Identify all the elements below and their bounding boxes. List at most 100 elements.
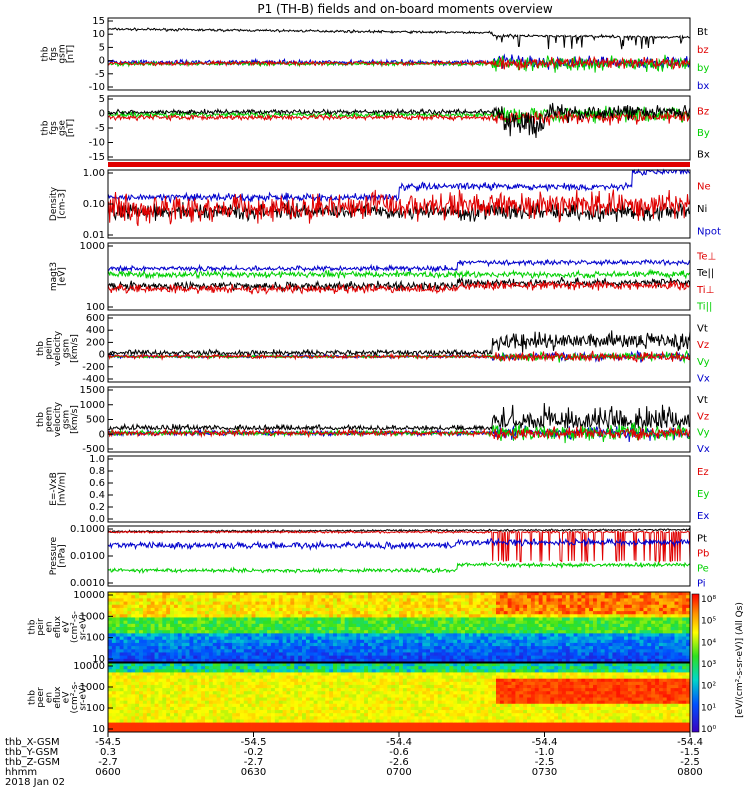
- heatmap-cell: [430, 633, 434, 637]
- heatmap-cell: [356, 649, 360, 653]
- heatmap-cell: [325, 614, 329, 618]
- heatmap-cell: [612, 652, 616, 656]
- heatmap-cell: [325, 723, 329, 727]
- heatmap-cell: [554, 592, 558, 596]
- heatmap-cell: [674, 652, 678, 656]
- heatmap-cell: [286, 685, 290, 689]
- heatmap-cell: [360, 707, 364, 711]
- heatmap-cell: [352, 682, 356, 686]
- heatmap-cell: [593, 627, 597, 631]
- heatmap-cell: [209, 643, 213, 647]
- heatmap-cell: [585, 611, 589, 615]
- heatmap-cell: [189, 630, 193, 634]
- heatmap-cell: [151, 719, 155, 723]
- heatmap-cell: [155, 630, 159, 634]
- heatmap-cell: [271, 669, 275, 673]
- heatmap-cell: [178, 652, 182, 656]
- heatmap-cell: [674, 643, 678, 647]
- heatmap-cell: [515, 656, 519, 660]
- heatmap-cell: [224, 643, 228, 647]
- heatmap-cell: [496, 617, 500, 621]
- heatmap-cell: [449, 614, 453, 618]
- heatmap-cell: [232, 643, 236, 647]
- heatmap-cell: [193, 716, 197, 720]
- heatmap-cell: [314, 719, 318, 723]
- heatmap-cell: [341, 627, 345, 631]
- heatmap-cell: [151, 663, 155, 667]
- heatmap-cell: [504, 617, 508, 621]
- heatmap-cell: [407, 652, 411, 656]
- heatmap-cell: [601, 614, 605, 618]
- heatmap-cell: [158, 646, 162, 650]
- heatmap-cell: [155, 663, 159, 667]
- heatmap-cell: [446, 627, 450, 631]
- heatmap-cell: [504, 640, 508, 644]
- heatmap-cell: [252, 723, 256, 727]
- heatmap-cell: [329, 669, 333, 673]
- heatmap-cell: [581, 624, 585, 628]
- heatmap-cell: [667, 649, 671, 653]
- heatmap-cell: [515, 643, 519, 647]
- heatmap-cell: [197, 640, 201, 644]
- heatmap-cell: [667, 637, 671, 641]
- heatmap-cell: [352, 726, 356, 730]
- heatmap-cell: [271, 608, 275, 612]
- heatmap-cell: [127, 608, 131, 612]
- heatmap-cell: [120, 679, 124, 683]
- heatmap-cell: [240, 682, 244, 686]
- heatmap-cell: [480, 656, 484, 660]
- heatmap-cell: [209, 676, 213, 680]
- heatmap-cell: [457, 595, 461, 599]
- heatmap-cell: [279, 679, 283, 683]
- heatmap-cell: [189, 710, 193, 714]
- heatmap-cell: [255, 691, 259, 695]
- heatmap-cell: [341, 672, 345, 676]
- heatmap-cell: [186, 624, 190, 628]
- heatmap-cell: [337, 701, 341, 705]
- heatmap-cell: [178, 682, 182, 686]
- heatmap-cell: [310, 685, 314, 689]
- heatmap-cell: [411, 633, 415, 637]
- heatmap-cell: [678, 624, 682, 628]
- heatmap-cell: [477, 592, 481, 596]
- heatmap-cell: [221, 701, 225, 705]
- heatmap-cell: [244, 592, 248, 596]
- heatmap-cell: [609, 605, 613, 609]
- heatmap-cell: [131, 672, 135, 676]
- heatmap-cell: [325, 640, 329, 644]
- heatmap-cell: [221, 676, 225, 680]
- heatmap-cell: [562, 598, 566, 602]
- heatmap-cell: [523, 633, 527, 637]
- heatmap-cell: [469, 649, 473, 653]
- heatmap-cell: [531, 592, 535, 596]
- heatmap-cell: [372, 605, 376, 609]
- heatmap-cell: [418, 621, 422, 625]
- heatmap-cell: [116, 682, 120, 686]
- heatmap-cell: [488, 640, 492, 644]
- heatmap-cell: [205, 710, 209, 714]
- heatmap-cell: [236, 614, 240, 618]
- heatmap-cell: [535, 592, 539, 596]
- heatmap-cell: [624, 611, 628, 615]
- heatmap-cell: [217, 726, 221, 730]
- heatmap-cell: [193, 614, 197, 618]
- heatmap-cell: [620, 621, 624, 625]
- heatmap-cell: [601, 652, 605, 656]
- heatmap-cell: [271, 701, 275, 705]
- heatmap-cell: [453, 617, 457, 621]
- heatmap-cell: [628, 605, 632, 609]
- heatmap-cell: [356, 614, 360, 618]
- heatmap-cell: [139, 688, 143, 692]
- heatmap-cell: [438, 621, 442, 625]
- heatmap-cell: [651, 656, 655, 660]
- heatmap-cell: [364, 716, 368, 720]
- heatmap-cell: [674, 630, 678, 634]
- heatmap-cell: [496, 627, 500, 631]
- heatmap-cell: [275, 694, 279, 698]
- heatmap-cell: [294, 694, 298, 698]
- heatmap-cell: [325, 649, 329, 653]
- heatmap-cell: [217, 611, 221, 615]
- heatmap-cell: [236, 685, 240, 689]
- heatmap-cell: [205, 723, 209, 727]
- heatmap-cell: [298, 707, 302, 711]
